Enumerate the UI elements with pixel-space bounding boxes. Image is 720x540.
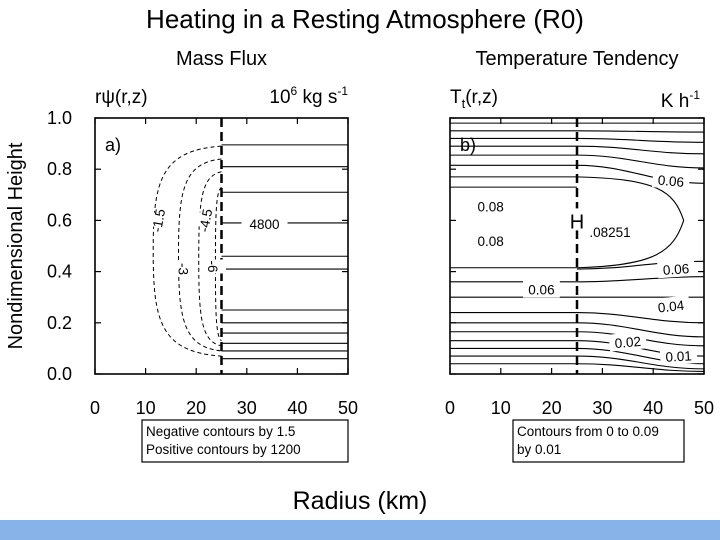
negative-contour-line — [152, 145, 222, 357]
panel-a-letter: a) — [105, 135, 121, 155]
x-tick-label: 30 — [237, 398, 257, 418]
contour-label: 0.08 — [477, 199, 503, 214]
note-line: Positive contours by 1200 — [146, 442, 301, 457]
temperature-contour-outer — [576, 363, 705, 372]
y-tick-label: 0.2 — [47, 313, 72, 333]
contour-label: 0.04 — [657, 298, 685, 316]
panel-a-left-header: rψ(r,z) — [95, 87, 148, 108]
panel-a: Mass Flux 0 10 20 30 40 50 0.0 0.2 0.4 0.6 0.8 1.0 a)… — [47, 48, 358, 463]
negative-contour-line — [177, 158, 222, 352]
contour-label: 0.08 — [477, 234, 503, 249]
x-tick-label: 10 — [491, 398, 511, 418]
x-tick-label: 50 — [694, 398, 714, 418]
closed-contour-line — [576, 176, 685, 269]
positive-contour-label: 4800 — [249, 217, 279, 232]
contour-label-bg — [170, 262, 197, 277]
contour-label-bg — [191, 211, 220, 230]
contour-label-bg — [583, 222, 637, 240]
x-tick-label: 20 — [542, 398, 562, 418]
x-tick-label: 0 — [445, 398, 455, 418]
panel-a-units: 106 kg s-1 — [269, 84, 348, 108]
contour-label-bg — [608, 331, 647, 352]
negative-contour-label: -6 — [205, 260, 220, 272]
temperature-contour-outer — [576, 276, 705, 283]
max-marker: H — [570, 211, 584, 233]
slide-title: Heating in a Resting Atmosphere (R0) — [146, 4, 584, 34]
title-svg: Heating in a Resting Atmosphere (R0) — [146, 4, 584, 34]
x-tick-label: 30 — [592, 398, 612, 418]
note-box — [512, 419, 685, 463]
max-marker-bg — [568, 208, 586, 231]
y-tick-label: 0.4 — [47, 262, 72, 282]
y-tick-label: 0.6 — [47, 210, 72, 230]
note-line: Contours from 0 to 0.09 — [517, 424, 659, 439]
x-tick-label: 0 — [90, 398, 100, 418]
contour-label: .08251 — [589, 225, 630, 240]
panel-b-title: Temperature Tendency — [475, 48, 678, 70]
temperature-contour-outer — [576, 145, 705, 155]
x-tick-label: 40 — [287, 398, 307, 418]
contour-label-bg — [144, 211, 173, 230]
page-title: Heating in a Resting Atmosphere (R0) — [0, 0, 720, 45]
negative-contour-label: -3 — [176, 263, 191, 275]
contour-label: 0.01 — [665, 348, 692, 364]
panel-b-letter: b) — [460, 135, 476, 155]
x-axis-label: Radius (km) — [293, 487, 428, 515]
panel-b-note: Contours from 0 to 0.09 by 0.01 — [512, 419, 685, 463]
contour-label-bg — [472, 231, 510, 249]
negative-contour-label: -1.5 — [149, 208, 168, 234]
panel-b: Temperature Tendency 0 10 20 30 40 50 b) Contour… — [445, 48, 714, 463]
temperature-contour-outer — [576, 154, 705, 169]
negative-contour-line — [198, 171, 222, 347]
temperature-contour-outer — [576, 137, 705, 143]
y-axis-label: Nondimensional Height — [5, 142, 27, 349]
x-tick-label: 20 — [186, 398, 206, 418]
panel-b-units: K h-1 — [661, 88, 701, 112]
y-tick-label: 0.0 — [47, 364, 72, 384]
note-line: by 0.01 — [517, 442, 561, 457]
contour-label-bg — [651, 295, 691, 317]
temperature-contour-outer — [576, 312, 705, 324]
contour-label-bg — [199, 259, 226, 274]
contour-label: 0.06 — [662, 261, 689, 278]
footer-bar — [0, 520, 720, 540]
x-tick-label: 10 — [136, 398, 156, 418]
contour-label-bg — [659, 346, 698, 366]
contour-label-bg — [472, 197, 510, 215]
note-box — [141, 419, 349, 463]
negative-contour-label: -4.5 — [196, 208, 215, 234]
note-line: Negative contours by 1.5 — [146, 424, 295, 439]
contour-label-bg — [657, 258, 695, 279]
panel-a-note: Negative contours by 1.5 Positive contour… — [141, 419, 349, 463]
panel-b-left-header: Tt(r,z) — [450, 87, 498, 111]
temperature-contour-outer — [576, 130, 705, 133]
contour-label-bg — [651, 170, 691, 191]
y-tick-label: 1.0 — [47, 108, 72, 128]
contour-label-bg — [523, 280, 560, 298]
y-tick-label: 0.8 — [47, 159, 72, 179]
contour-label-bg — [241, 214, 288, 233]
contour-label: 0.02 — [614, 334, 641, 351]
contour-label: 0.06 — [657, 173, 684, 190]
x-tick-label: 50 — [338, 398, 358, 418]
temperature-contour-outer — [576, 322, 705, 338]
contour-label: 0.06 — [528, 283, 554, 298]
panel-a-title: Mass Flux — [176, 48, 267, 70]
temperature-contour-outer — [576, 355, 705, 370]
x-tick-label: 40 — [643, 398, 663, 418]
